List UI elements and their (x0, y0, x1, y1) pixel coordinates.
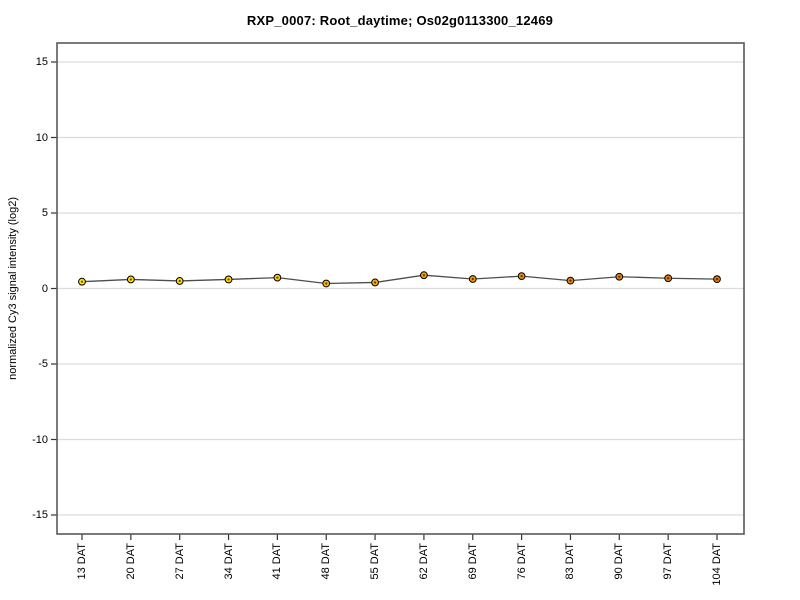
x-tick-label: 48 DAT (320, 543, 333, 580)
y-tick-label: -10 (32, 433, 48, 446)
data-point-center (569, 279, 572, 282)
x-tick-label: 83 DAT (564, 543, 577, 580)
plot-border (56, 42, 745, 535)
y-tick-label: 15 (35, 56, 48, 68)
data-point-center (80, 280, 84, 283)
x-tick-label: 69 DAT (466, 543, 479, 580)
data-point-center (276, 276, 279, 279)
data-point-center (667, 277, 670, 280)
data-point-center (422, 274, 426, 277)
x-tick-label: 27 DAT (173, 543, 186, 580)
data-point-center (471, 277, 474, 281)
data-point-center (715, 278, 719, 281)
x-tick-label: 104 DAT (711, 543, 723, 586)
x-tick-label: 41 DAT (271, 543, 284, 580)
x-tick-label: 90 DAT (613, 543, 626, 580)
data-point-center (373, 281, 377, 284)
chart-title: RXP_0007: Root_daytime; Os02g0113300_124… (246, 13, 554, 28)
data-point-center (227, 278, 230, 281)
y-tick-label: -15 (32, 509, 48, 521)
y-tick-label: -5 (38, 358, 48, 370)
x-tick-label: 97 DAT (662, 543, 675, 580)
y-tick-label: 5 (41, 207, 48, 219)
series-line (81, 274, 718, 285)
data-point-center (520, 275, 523, 278)
x-tick-label: 76 DAT (515, 543, 528, 580)
data-point-center (325, 282, 328, 285)
x-tick-label: 34 DAT (222, 543, 235, 580)
x-tick-label: 55 DAT (369, 543, 382, 580)
y-tick-label: 10 (35, 131, 48, 144)
x-tick-label: 13 DAT (76, 543, 88, 580)
data-point-center (178, 279, 181, 283)
y-tick-label: 0 (41, 282, 48, 295)
data-point-center (618, 275, 621, 278)
x-tick-label: 62 DAT (417, 543, 430, 580)
x-tick-label: 20 DAT (124, 543, 137, 580)
data-point-center (129, 278, 132, 281)
